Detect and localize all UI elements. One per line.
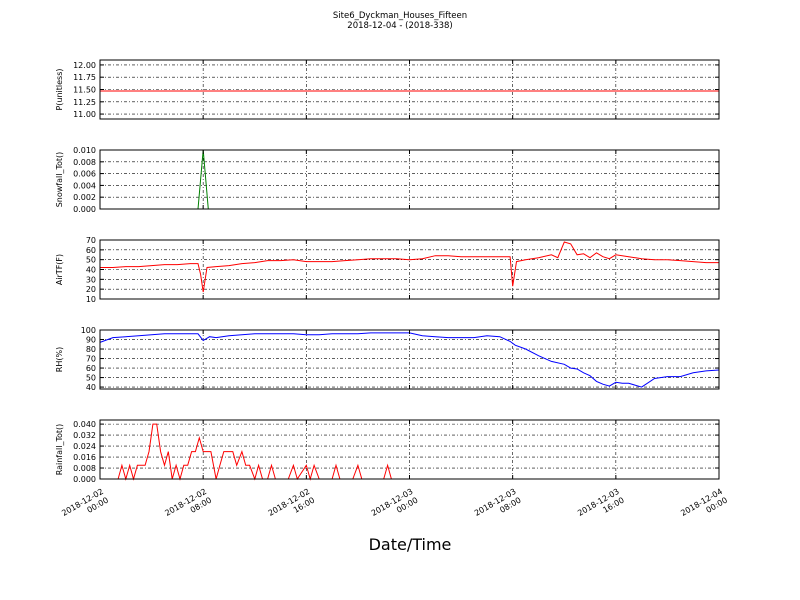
y-tick-label: 30 bbox=[86, 275, 96, 284]
y-tick-label: 80 bbox=[86, 345, 96, 354]
y-axis-label: Snowfall_Tot() bbox=[55, 152, 64, 208]
y-tick-label: 60 bbox=[86, 364, 96, 373]
y-axis-label: P(unitless) bbox=[55, 68, 64, 110]
y-tick-label: 11.75 bbox=[73, 73, 96, 82]
y-tick-label: 0.004 bbox=[73, 181, 96, 190]
figure-title: Site6_Dyckman_Houses_Fifteen bbox=[332, 11, 468, 21]
series-line bbox=[100, 241, 719, 293]
x-tick-label: 2018-12-0316:00 bbox=[576, 487, 626, 527]
y-axis-label: AirTF(F) bbox=[55, 254, 64, 285]
x-tick-label: 2018-12-0208:00 bbox=[163, 487, 213, 527]
x-tick-label: 2018-12-0400:00 bbox=[679, 487, 729, 527]
y-tick-label: 0.010 bbox=[73, 146, 96, 155]
y-tick-label: 40 bbox=[86, 266, 96, 275]
y-tick-label: 0.008 bbox=[73, 158, 96, 167]
panel-1: 12.00 11.75 11.50 11.25 11.00 P(unitless) bbox=[55, 59, 720, 120]
y-tick-label: 0.006 bbox=[73, 170, 96, 179]
y-tick-label: 0.016 bbox=[73, 453, 96, 462]
y-axis-label: RH(%) bbox=[55, 347, 64, 372]
x-tick-label: 2018-12-0308:00 bbox=[473, 487, 523, 527]
x-tick-label: 2018-12-0200:00 bbox=[60, 487, 110, 527]
y-tick-label: 50 bbox=[86, 256, 96, 265]
x-tick-label: 2018-12-0300:00 bbox=[370, 487, 420, 527]
y-tick-label: 11.25 bbox=[73, 98, 96, 107]
y-tick-label: 0.002 bbox=[73, 193, 96, 202]
y-tick-label: 11.00 bbox=[73, 110, 96, 119]
y-tick-label: 0.040 bbox=[73, 420, 96, 429]
y-axis-label: Rainfall_Tot() bbox=[55, 424, 64, 476]
y-tick-label: 50 bbox=[86, 374, 96, 383]
y-tick-label: 0.000 bbox=[73, 205, 96, 214]
y-tick-label: 11.50 bbox=[73, 86, 96, 95]
y-tick-label: 100 bbox=[81, 326, 96, 335]
x-axis: 2018-12-0200:00 2018-12-0208:00 2018-12-02… bbox=[60, 487, 729, 527]
y-tick-label: 60 bbox=[86, 246, 96, 255]
figure-subtitle: 2018-12-04 - (2018-338) bbox=[347, 21, 453, 31]
chart-panels: 12.00 11.75 11.50 11.25 11.00 P(unitless) 0.01… bbox=[55, 59, 720, 484]
y-tick-label: 0.008 bbox=[73, 464, 96, 473]
panel-2: 0.010 0.008 0.006 0.004 0.002 0.000 Snowfall_T… bbox=[55, 146, 720, 214]
x-axis-label: Date/Time bbox=[369, 535, 452, 554]
y-tick-label: 10 bbox=[86, 295, 96, 304]
series-line bbox=[99, 332, 720, 388]
y-tick-label: 12.00 bbox=[73, 61, 96, 70]
y-tick-label: 20 bbox=[86, 285, 96, 294]
y-tick-label: 0.000 bbox=[73, 475, 96, 484]
x-tick-label: 2018-12-0216:00 bbox=[267, 487, 317, 527]
y-tick-label: 40 bbox=[86, 383, 96, 392]
y-tick-label: 90 bbox=[86, 336, 96, 345]
panel-5: 0.040 0.032 0.024 0.016 0.008 0.000 Rainfall_T… bbox=[55, 419, 720, 484]
y-tick-label: 0.024 bbox=[73, 442, 96, 451]
y-tick-label: 70 bbox=[86, 355, 96, 364]
y-tick-label: 0.032 bbox=[73, 431, 96, 440]
y-tick-label: 70 bbox=[86, 236, 96, 245]
